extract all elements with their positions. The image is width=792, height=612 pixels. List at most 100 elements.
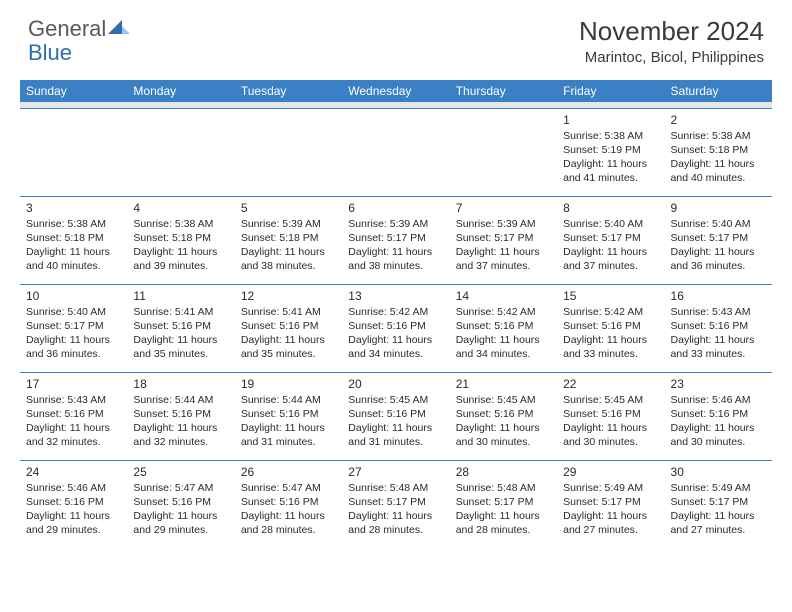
daylight-text: Daylight: 11 hours and 30 minutes.	[456, 421, 551, 449]
calendar-week-row: 10Sunrise: 5:40 AMSunset: 5:17 PMDayligh…	[20, 284, 772, 372]
calendar-empty-cell	[450, 108, 557, 196]
calendar-day-cell: 23Sunrise: 5:46 AMSunset: 5:16 PMDayligh…	[665, 372, 772, 460]
sunset-text: Sunset: 5:16 PM	[348, 319, 443, 333]
day-number: 2	[671, 112, 766, 128]
sunset-text: Sunset: 5:16 PM	[563, 407, 658, 421]
calendar-table: SundayMondayTuesdayWednesdayThursdayFrid…	[20, 80, 772, 548]
calendar-day-cell: 20Sunrise: 5:45 AMSunset: 5:16 PMDayligh…	[342, 372, 449, 460]
daylight-text: Daylight: 11 hours and 33 minutes.	[563, 333, 658, 361]
logo-blue-wrap: Blue	[28, 40, 72, 66]
daylight-text: Daylight: 11 hours and 36 minutes.	[26, 333, 121, 361]
calendar-day-cell: 17Sunrise: 5:43 AMSunset: 5:16 PMDayligh…	[20, 372, 127, 460]
location-subtitle: Marintoc, Bicol, Philippines	[579, 49, 764, 66]
sunset-text: Sunset: 5:16 PM	[133, 495, 228, 509]
day-number: 17	[26, 376, 121, 392]
calendar-day-cell: 10Sunrise: 5:40 AMSunset: 5:17 PMDayligh…	[20, 284, 127, 372]
calendar-week-row: 3Sunrise: 5:38 AMSunset: 5:18 PMDaylight…	[20, 196, 772, 284]
sunset-text: Sunset: 5:16 PM	[671, 407, 766, 421]
weekday-header: Tuesday	[235, 80, 342, 102]
sunrise-text: Sunrise: 5:43 AM	[671, 305, 766, 319]
calendar-day-cell: 22Sunrise: 5:45 AMSunset: 5:16 PMDayligh…	[557, 372, 664, 460]
day-number: 30	[671, 464, 766, 480]
day-number: 18	[133, 376, 228, 392]
day-number: 29	[563, 464, 658, 480]
daylight-text: Daylight: 11 hours and 36 minutes.	[671, 245, 766, 273]
daylight-text: Daylight: 11 hours and 29 minutes.	[26, 509, 121, 537]
calendar-header-row: SundayMondayTuesdayWednesdayThursdayFrid…	[20, 80, 772, 102]
logo-triangle-icon	[108, 18, 130, 41]
calendar-day-cell: 28Sunrise: 5:48 AMSunset: 5:17 PMDayligh…	[450, 460, 557, 548]
daylight-text: Daylight: 11 hours and 29 minutes.	[133, 509, 228, 537]
daylight-text: Daylight: 11 hours and 28 minutes.	[456, 509, 551, 537]
calendar-day-cell: 16Sunrise: 5:43 AMSunset: 5:16 PMDayligh…	[665, 284, 772, 372]
sunset-text: Sunset: 5:18 PM	[133, 231, 228, 245]
calendar-day-cell: 2Sunrise: 5:38 AMSunset: 5:18 PMDaylight…	[665, 108, 772, 196]
day-number: 3	[26, 200, 121, 216]
daylight-text: Daylight: 11 hours and 31 minutes.	[241, 421, 336, 449]
calendar-day-cell: 4Sunrise: 5:38 AMSunset: 5:18 PMDaylight…	[127, 196, 234, 284]
daylight-text: Daylight: 11 hours and 33 minutes.	[671, 333, 766, 361]
calendar-day-cell: 8Sunrise: 5:40 AMSunset: 5:17 PMDaylight…	[557, 196, 664, 284]
sunrise-text: Sunrise: 5:44 AM	[241, 393, 336, 407]
sunrise-text: Sunrise: 5:47 AM	[241, 481, 336, 495]
day-number: 22	[563, 376, 658, 392]
sunset-text: Sunset: 5:18 PM	[26, 231, 121, 245]
sunrise-text: Sunrise: 5:39 AM	[241, 217, 336, 231]
daylight-text: Daylight: 11 hours and 27 minutes.	[671, 509, 766, 537]
daylight-text: Daylight: 11 hours and 40 minutes.	[671, 157, 766, 185]
sunset-text: Sunset: 5:17 PM	[563, 495, 658, 509]
weekday-header: Thursday	[450, 80, 557, 102]
page-header: General November 2024 Marintoc, Bicol, P…	[0, 0, 792, 74]
sunset-text: Sunset: 5:17 PM	[671, 495, 766, 509]
calendar-day-cell: 12Sunrise: 5:41 AMSunset: 5:16 PMDayligh…	[235, 284, 342, 372]
logo-text-general: General	[28, 16, 106, 42]
calendar-day-cell: 11Sunrise: 5:41 AMSunset: 5:16 PMDayligh…	[127, 284, 234, 372]
daylight-text: Daylight: 11 hours and 37 minutes.	[456, 245, 551, 273]
sunrise-text: Sunrise: 5:45 AM	[348, 393, 443, 407]
sunrise-text: Sunrise: 5:46 AM	[26, 481, 121, 495]
day-number: 27	[348, 464, 443, 480]
daylight-text: Daylight: 11 hours and 41 minutes.	[563, 157, 658, 185]
calendar-day-cell: 15Sunrise: 5:42 AMSunset: 5:16 PMDayligh…	[557, 284, 664, 372]
daylight-text: Daylight: 11 hours and 30 minutes.	[671, 421, 766, 449]
sunrise-text: Sunrise: 5:46 AM	[671, 393, 766, 407]
daylight-text: Daylight: 11 hours and 35 minutes.	[133, 333, 228, 361]
month-title: November 2024	[579, 16, 764, 47]
weekday-header: Wednesday	[342, 80, 449, 102]
sunset-text: Sunset: 5:17 PM	[348, 231, 443, 245]
day-number: 19	[241, 376, 336, 392]
daylight-text: Daylight: 11 hours and 40 minutes.	[26, 245, 121, 273]
calendar-day-cell: 3Sunrise: 5:38 AMSunset: 5:18 PMDaylight…	[20, 196, 127, 284]
sunrise-text: Sunrise: 5:42 AM	[456, 305, 551, 319]
calendar-empty-cell	[127, 108, 234, 196]
calendar-day-cell: 1Sunrise: 5:38 AMSunset: 5:19 PMDaylight…	[557, 108, 664, 196]
sunset-text: Sunset: 5:16 PM	[241, 319, 336, 333]
daylight-text: Daylight: 11 hours and 30 minutes.	[563, 421, 658, 449]
sunrise-text: Sunrise: 5:44 AM	[133, 393, 228, 407]
title-block: November 2024 Marintoc, Bicol, Philippin…	[579, 16, 764, 66]
sunset-text: Sunset: 5:16 PM	[456, 407, 551, 421]
sunrise-text: Sunrise: 5:48 AM	[348, 481, 443, 495]
daylight-text: Daylight: 11 hours and 38 minutes.	[241, 245, 336, 273]
calendar-week-row: 1Sunrise: 5:38 AMSunset: 5:19 PMDaylight…	[20, 108, 772, 196]
calendar-day-cell: 27Sunrise: 5:48 AMSunset: 5:17 PMDayligh…	[342, 460, 449, 548]
sunrise-text: Sunrise: 5:43 AM	[26, 393, 121, 407]
sunset-text: Sunset: 5:16 PM	[456, 319, 551, 333]
calendar-day-cell: 21Sunrise: 5:45 AMSunset: 5:16 PMDayligh…	[450, 372, 557, 460]
day-number: 1	[563, 112, 658, 128]
daylight-text: Daylight: 11 hours and 35 minutes.	[241, 333, 336, 361]
sunrise-text: Sunrise: 5:41 AM	[133, 305, 228, 319]
day-number: 21	[456, 376, 551, 392]
sunrise-text: Sunrise: 5:40 AM	[671, 217, 766, 231]
weekday-header: Monday	[127, 80, 234, 102]
sunrise-text: Sunrise: 5:42 AM	[563, 305, 658, 319]
day-number: 4	[133, 200, 228, 216]
sunset-text: Sunset: 5:16 PM	[241, 407, 336, 421]
sunset-text: Sunset: 5:17 PM	[456, 495, 551, 509]
sunset-text: Sunset: 5:16 PM	[133, 407, 228, 421]
sunset-text: Sunset: 5:16 PM	[348, 407, 443, 421]
daylight-text: Daylight: 11 hours and 39 minutes.	[133, 245, 228, 273]
sunset-text: Sunset: 5:17 PM	[348, 495, 443, 509]
logo-text-blue: Blue	[28, 40, 72, 65]
sunrise-text: Sunrise: 5:39 AM	[456, 217, 551, 231]
